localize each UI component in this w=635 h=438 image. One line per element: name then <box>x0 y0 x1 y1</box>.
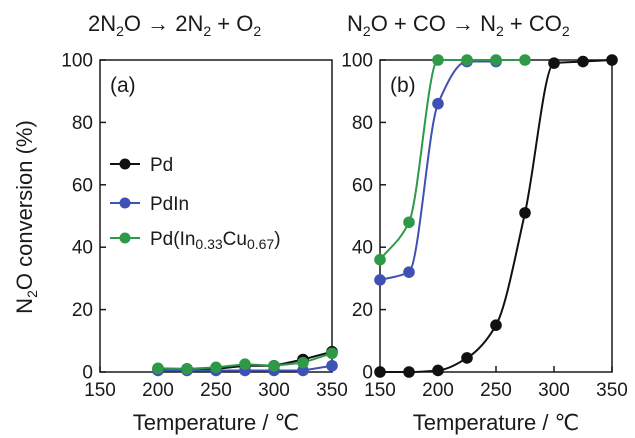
panel-a-axes: 150 200 250 300 350 0 20 40 60 80 100 <box>61 51 348 402</box>
panel-b-point-pd-250 <box>490 319 502 332</box>
panel-b-point-pdin-200 <box>432 97 444 110</box>
panel-a-x-tick-label-200: 200 <box>142 380 174 401</box>
panel-a-plot <box>152 345 338 377</box>
panel-a-y-tick-label-80: 80 <box>72 113 93 134</box>
panel-a-label: (a) <box>110 74 136 97</box>
panel-a-y-tick-label-40: 40 <box>72 238 93 259</box>
panel-b-point-pd-175 <box>403 366 415 378</box>
panel-a-frame <box>99 59 333 373</box>
panel-a-x-axis-label: Temperature / ℃ <box>133 410 300 435</box>
panel-a-point-pd-in0-33cu0-67-275 <box>239 358 251 371</box>
panel-a-x-tick-label-150: 150 <box>84 380 116 401</box>
legend: Pd PdIn Pd(In0.33Cu0.67) <box>110 155 281 252</box>
panel-b-point-pd-in0-33cu0-67-200 <box>432 54 444 66</box>
panel-b-point-pd-in0-33cu0-67-225 <box>461 54 473 66</box>
panel-b-point-pd-225 <box>461 352 473 364</box>
panel-b-point-pd-300 <box>548 57 560 69</box>
panel-a-point-pdin-350 <box>326 359 338 372</box>
panel-b-point-pd-325 <box>577 55 589 68</box>
y-axis-label: N2O conversion (%) <box>12 120 40 314</box>
panel-b-point-pd-275 <box>519 207 531 219</box>
panel-a-x-tick-label-250: 250 <box>200 380 232 401</box>
legend-pdincu-marker <box>119 232 131 244</box>
panel-a-y-tick-label-100: 100 <box>61 51 93 72</box>
legend-item-pdincu: Pd(In0.33Cu0.67) <box>110 229 281 252</box>
panel-b-x-tick-label-350: 350 <box>596 380 628 401</box>
panel-b-y-tick-label-100: 100 <box>341 51 373 72</box>
panel-b-point-pd-in0-33cu0-67-275 <box>519 54 531 66</box>
panel-b-point-pd-150 <box>374 366 386 378</box>
panel-b-y-tick-label-60: 60 <box>352 175 373 196</box>
panel-b-axes: 150 200 250 300 350 0 20 40 60 80 100 <box>341 51 628 402</box>
legend-pdin-marker <box>119 197 131 209</box>
panel-b-point-pd-in0-33cu0-67-150 <box>374 253 386 266</box>
legend-pdincu-label: Pd(In0.33Cu0.67) <box>150 229 281 252</box>
panel-b-point-pdin-150 <box>374 274 386 286</box>
panel-b-x-tick-label-200: 200 <box>422 380 454 401</box>
panel-b-y-tick-label-40: 40 <box>352 238 373 259</box>
panel-b-x-tick-label-300: 300 <box>538 380 570 401</box>
panel-b-point-pd-in0-33cu0-67-175 <box>403 216 415 229</box>
panel-b-point-pd-200 <box>432 364 444 377</box>
panel-b-y-tick-label-20: 20 <box>352 300 373 321</box>
panel-a-x-tick-label-300: 300 <box>258 380 290 401</box>
panel-b-point-pd-in0-33cu0-67-250 <box>490 54 502 66</box>
panel-b-y-tick-label-0: 0 <box>362 363 373 384</box>
panel-b-point-pdin-175 <box>403 266 415 278</box>
panel-a-y-tick-label-0: 0 <box>82 363 93 384</box>
panel-b-x-axis-label: Temperature / ℃ <box>413 410 580 435</box>
panel-b-y-tick-label-80: 80 <box>352 113 373 134</box>
panel-b-x-tick-label-250: 250 <box>480 380 512 401</box>
panel-a-point-pd-in0-33cu0-67-200 <box>152 362 164 375</box>
panel-a-point-pd-in0-33cu0-67-350 <box>326 347 338 360</box>
panel-b-x-tick-label-150: 150 <box>364 380 396 401</box>
panel-b-label: (b) <box>390 74 416 97</box>
panel-b-plot <box>374 54 618 378</box>
panel-a-point-pd-in0-33cu0-67-300 <box>268 359 280 372</box>
legend-item-pd: Pd <box>110 155 173 176</box>
panel-a-title: 2N2O → 2N2 + O2 <box>88 11 261 39</box>
legend-pd-marker <box>119 158 131 170</box>
panel-a-point-pd-in0-33cu0-67-250 <box>210 361 222 374</box>
panel-b-line-pd <box>380 59 613 373</box>
panel-a-point-pd-in0-33cu0-67-325 <box>297 356 309 369</box>
panel-b-title: N2O + CO → N2 + CO2 <box>347 11 570 39</box>
panel-a-point-pd-in0-33cu0-67-225 <box>181 363 193 375</box>
panel-b-point-pd-350 <box>606 54 618 66</box>
legend-item-pdin: PdIn <box>110 194 189 215</box>
panel-a-y-tick-label-20: 20 <box>72 300 93 321</box>
legend-pdin-label: PdIn <box>150 194 189 215</box>
panel-a-x-tick-label-350: 350 <box>316 380 348 401</box>
legend-pd-label: Pd <box>150 155 173 176</box>
panel-a-y-tick-label-60: 60 <box>72 175 93 196</box>
